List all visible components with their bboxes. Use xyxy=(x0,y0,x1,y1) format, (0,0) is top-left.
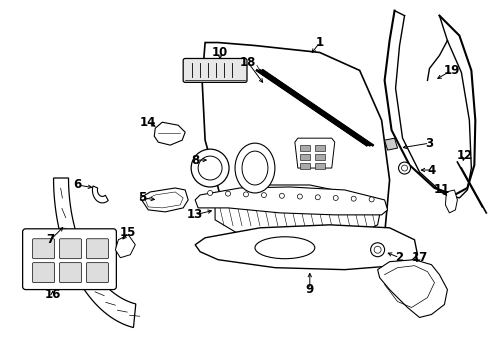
Polygon shape xyxy=(115,235,135,258)
Text: 1: 1 xyxy=(315,36,323,49)
Ellipse shape xyxy=(242,151,267,185)
FancyBboxPatch shape xyxy=(60,239,81,259)
Bar xyxy=(314,145,324,151)
FancyBboxPatch shape xyxy=(86,263,108,283)
Circle shape xyxy=(368,197,373,202)
Ellipse shape xyxy=(373,246,380,253)
Ellipse shape xyxy=(191,149,228,187)
Polygon shape xyxy=(195,225,417,270)
Circle shape xyxy=(261,193,266,198)
Text: 16: 16 xyxy=(44,288,61,301)
Polygon shape xyxy=(384,138,397,150)
Circle shape xyxy=(315,195,320,200)
Ellipse shape xyxy=(398,162,410,174)
Text: 12: 12 xyxy=(455,149,471,162)
Text: 15: 15 xyxy=(120,226,136,239)
FancyBboxPatch shape xyxy=(33,239,55,259)
Circle shape xyxy=(207,190,212,195)
Polygon shape xyxy=(202,42,389,265)
Bar xyxy=(299,154,309,160)
Text: 6: 6 xyxy=(73,179,81,192)
Polygon shape xyxy=(294,138,334,168)
Text: 2: 2 xyxy=(395,251,403,264)
Circle shape xyxy=(297,194,302,199)
Ellipse shape xyxy=(254,237,314,259)
Polygon shape xyxy=(92,186,108,203)
Circle shape xyxy=(350,196,355,201)
Ellipse shape xyxy=(370,243,384,257)
Circle shape xyxy=(332,195,338,201)
FancyBboxPatch shape xyxy=(86,239,108,259)
Bar xyxy=(314,163,324,169)
Text: 13: 13 xyxy=(186,208,203,221)
Bar xyxy=(314,154,324,160)
Text: 11: 11 xyxy=(432,184,448,197)
Polygon shape xyxy=(445,190,456,213)
Polygon shape xyxy=(140,188,188,212)
Bar xyxy=(299,163,309,169)
Text: 5: 5 xyxy=(138,192,146,204)
Polygon shape xyxy=(53,178,136,328)
Text: 14: 14 xyxy=(140,116,156,129)
FancyBboxPatch shape xyxy=(183,58,246,82)
Text: 7: 7 xyxy=(46,233,55,246)
Text: 4: 4 xyxy=(427,163,435,176)
Text: 17: 17 xyxy=(410,251,427,264)
Text: 9: 9 xyxy=(305,283,313,296)
Polygon shape xyxy=(377,260,447,318)
Polygon shape xyxy=(256,71,372,145)
Polygon shape xyxy=(215,185,379,240)
FancyBboxPatch shape xyxy=(60,263,81,283)
FancyBboxPatch shape xyxy=(33,263,55,283)
Circle shape xyxy=(225,191,230,196)
Ellipse shape xyxy=(198,156,222,180)
Circle shape xyxy=(243,192,248,197)
FancyBboxPatch shape xyxy=(22,229,116,289)
Text: 8: 8 xyxy=(191,154,199,167)
Text: 19: 19 xyxy=(442,64,459,77)
Ellipse shape xyxy=(401,165,407,171)
Text: 18: 18 xyxy=(239,56,256,69)
Polygon shape xyxy=(154,122,185,145)
Text: 3: 3 xyxy=(425,137,433,150)
Bar xyxy=(299,145,309,151)
Polygon shape xyxy=(195,187,387,215)
Ellipse shape xyxy=(235,143,274,193)
Text: 10: 10 xyxy=(211,46,228,59)
Circle shape xyxy=(279,193,284,198)
